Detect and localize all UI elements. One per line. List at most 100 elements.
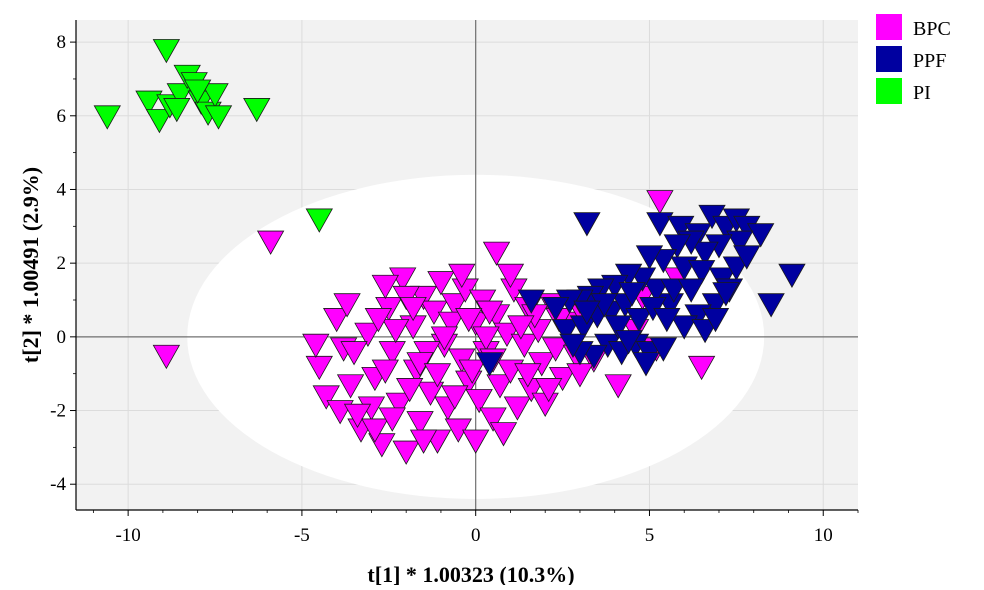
data-point — [482, 241, 511, 266]
data-point — [93, 105, 121, 130]
data-point — [423, 363, 452, 388]
data-point — [670, 315, 698, 340]
legend-label-bpc: BPC — [913, 18, 951, 40]
legend: BPC PPF PI — [876, 14, 951, 104]
data-point — [465, 389, 493, 414]
series-ppf — [475, 204, 806, 377]
y-tick-label: 8 — [57, 32, 67, 53]
data-point — [361, 418, 389, 443]
data-point — [455, 308, 483, 333]
data-point — [472, 326, 500, 351]
data-point — [503, 396, 532, 421]
data-point — [305, 355, 333, 381]
data-point — [625, 308, 653, 333]
data-point — [166, 83, 194, 108]
data-point — [534, 378, 563, 403]
data-point — [552, 319, 580, 344]
data-point — [204, 105, 233, 130]
data-point — [496, 263, 525, 289]
data-point — [305, 208, 333, 233]
data-point — [712, 282, 740, 307]
y-tick-label: 6 — [57, 106, 67, 127]
data-points — [93, 39, 806, 465]
data-point — [660, 278, 688, 303]
data-point — [336, 374, 365, 399]
data-point — [510, 333, 539, 359]
data-point — [163, 98, 191, 123]
data-point — [618, 282, 646, 307]
y-tick-label: 2 — [57, 253, 67, 274]
x-tick-label: 10 — [814, 525, 833, 546]
data-point — [437, 311, 466, 336]
data-point — [385, 392, 413, 417]
data-point — [378, 341, 406, 366]
data-point — [746, 223, 775, 248]
x-tick-label: -5 — [294, 525, 310, 546]
y-tick-label: -2 — [50, 401, 66, 422]
data-point — [635, 245, 664, 270]
data-point — [392, 440, 420, 465]
data-point — [733, 245, 761, 270]
data-point — [507, 315, 535, 340]
data-point — [409, 429, 438, 454]
data-point — [642, 278, 671, 303]
data-point — [646, 190, 674, 215]
data-point — [302, 333, 330, 359]
legend-swatch-pi — [876, 78, 902, 104]
data-point — [354, 322, 382, 347]
data-point — [687, 355, 716, 381]
data-point — [406, 411, 434, 436]
data-point — [632, 352, 660, 377]
data-point — [517, 289, 545, 314]
data-point — [757, 293, 785, 318]
y-tick-labels: -4 -2 0 2 4 6 8 — [50, 32, 76, 495]
data-point — [573, 300, 601, 325]
data-point — [479, 407, 507, 432]
x-tick-label: 0 — [471, 525, 481, 546]
data-point — [663, 234, 691, 259]
data-point — [399, 296, 427, 322]
y-tick-label: 4 — [57, 179, 67, 200]
data-point — [559, 333, 587, 359]
data-point — [541, 296, 570, 322]
data-point — [378, 407, 406, 432]
data-point — [322, 308, 351, 333]
data-point — [343, 403, 372, 429]
y-tick-label: -4 — [50, 474, 66, 495]
data-point — [475, 352, 504, 377]
data-point — [333, 293, 361, 318]
data-point — [541, 337, 570, 362]
data-point — [183, 79, 212, 104]
data-point — [364, 308, 393, 333]
data-point — [653, 308, 681, 333]
data-point — [395, 378, 424, 403]
data-point — [135, 90, 163, 115]
legend-label-pi: PI — [913, 82, 931, 104]
data-point — [448, 263, 476, 289]
data-point — [416, 381, 445, 406]
data-point — [441, 385, 469, 410]
data-point — [458, 359, 486, 384]
data-point — [701, 308, 730, 333]
x-tick-labels: -10 -5 0 5 10 — [92, 510, 859, 546]
data-point — [604, 374, 632, 399]
data-point — [340, 341, 368, 366]
data-point — [145, 109, 174, 134]
data-point — [430, 326, 459, 351]
data-point — [778, 263, 806, 289]
legend-label-ppf: PPF — [913, 50, 946, 72]
data-point — [489, 422, 518, 447]
data-point — [152, 39, 181, 64]
data-point — [514, 363, 542, 388]
data-point — [486, 374, 514, 399]
data-point — [371, 359, 400, 384]
data-point — [312, 385, 340, 410]
x-axis-title: t[1] * 1.00323 (10.3%) — [367, 562, 574, 585]
data-point — [201, 83, 229, 108]
legend-swatch-bpc — [876, 14, 902, 40]
data-point — [427, 271, 455, 296]
axes — [75, 20, 858, 511]
data-point — [604, 315, 632, 340]
